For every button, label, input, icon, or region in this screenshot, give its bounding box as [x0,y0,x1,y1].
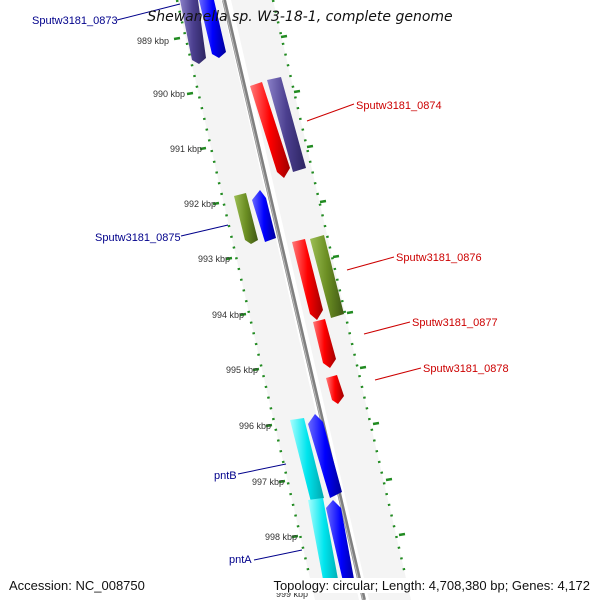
tick-label: 992 kbp [184,199,216,209]
leader-sputw3181-0875 [180,224,229,237]
outer-tick-mark [372,421,380,426]
tick-label: 994 kbp [212,310,244,320]
leader-pntb [237,463,287,475]
gene-label-sputw3181-0877: Sputw3181_0877 [412,317,498,329]
outer-tick-mark [359,365,367,370]
tick-mark [278,479,286,484]
genome-title: Shewanella sp. W3-18-1, complete genome [147,9,453,25]
gene-sputw3181-0873-blue[interactable] [199,0,226,58]
tick-label: 989 kbp [137,36,169,46]
tick-label: 990 kbp [153,89,185,99]
gene-sputw3181-0875[interactable] [252,190,276,242]
tick-label: 996 kbp [239,421,271,431]
genome-summary: Topology: circular; Length: 4,708,380 bp… [271,578,592,593]
tick-mark [173,36,181,41]
gene-sputw3181-0874-purple [267,77,306,172]
tick-mark [239,312,247,317]
tick-mark [186,91,194,96]
gene-sputw3181-0876-olive [310,235,344,318]
outer-tick-mark [385,477,393,482]
leader-sputw3181-0877 [363,321,411,335]
leader-sputw3181-0873 [116,3,181,21]
tick-label: 991 kbp [170,144,202,154]
leader-pnta [253,549,303,561]
tick-label: 998 kbp [265,532,297,542]
leader-sputw3181-0874 [306,103,355,122]
tick-mark [252,367,260,372]
gene-sputw3181-0873[interactable] [180,0,206,64]
tick-mark [225,256,233,261]
tick-label: 997 kbp [252,477,284,487]
gene-label-pntb: pntB [214,470,237,482]
gene-pnta[interactable] [326,500,356,590]
outer-tick-mark [398,532,406,537]
gene-label-pnta: pntA [229,554,252,566]
gene-sputw3181-0878[interactable] [326,375,344,404]
gene-pnta-cyan [308,498,340,590]
accession-label: Accession: NC_008750 [7,578,147,593]
forward-lane [177,0,359,600]
gene-sputw3181-0877[interactable] [313,319,336,368]
gene-label-sputw3181-0878: Sputw3181_0878 [423,363,509,375]
gene-pntb[interactable] [308,414,342,498]
gene-label-sputw3181-0875: Sputw3181_0875 [95,232,181,244]
tick-mark [291,534,299,539]
genome-backbone [222,0,366,600]
tick-mark [265,423,273,428]
tick-mark [199,146,207,151]
tick-label: 995 kbp [226,365,258,375]
outer-tick-mark [280,34,288,39]
outer-tick-mark [306,144,314,149]
genome-backbone-highlight [222,0,364,600]
gene-label-sputw3181-0873: Sputw3181_0873 [32,15,118,27]
outer-tick-mark [319,199,327,204]
outer-tick-mark [293,89,301,94]
leader-sputw3181-0878 [374,367,422,381]
tick-label: 993 kbp [198,254,230,264]
tick-label: 999 kbp [276,589,308,599]
gene-sputw3181-0875-olive [234,193,258,244]
outer-tick-mark [346,310,354,315]
gene-label-sputw3181-0876: Sputw3181_0876 [396,252,482,264]
gene-label-sputw3181-0874: Sputw3181_0874 [356,100,442,112]
leader-sputw3181-0876 [346,256,395,271]
outer-tick-mark [332,254,340,259]
gene-sputw3181-0874[interactable] [250,82,290,178]
tick-mark [212,201,220,206]
gene-sputw3181-0876[interactable] [292,239,323,320]
gene-pntb-cyan [290,418,324,502]
